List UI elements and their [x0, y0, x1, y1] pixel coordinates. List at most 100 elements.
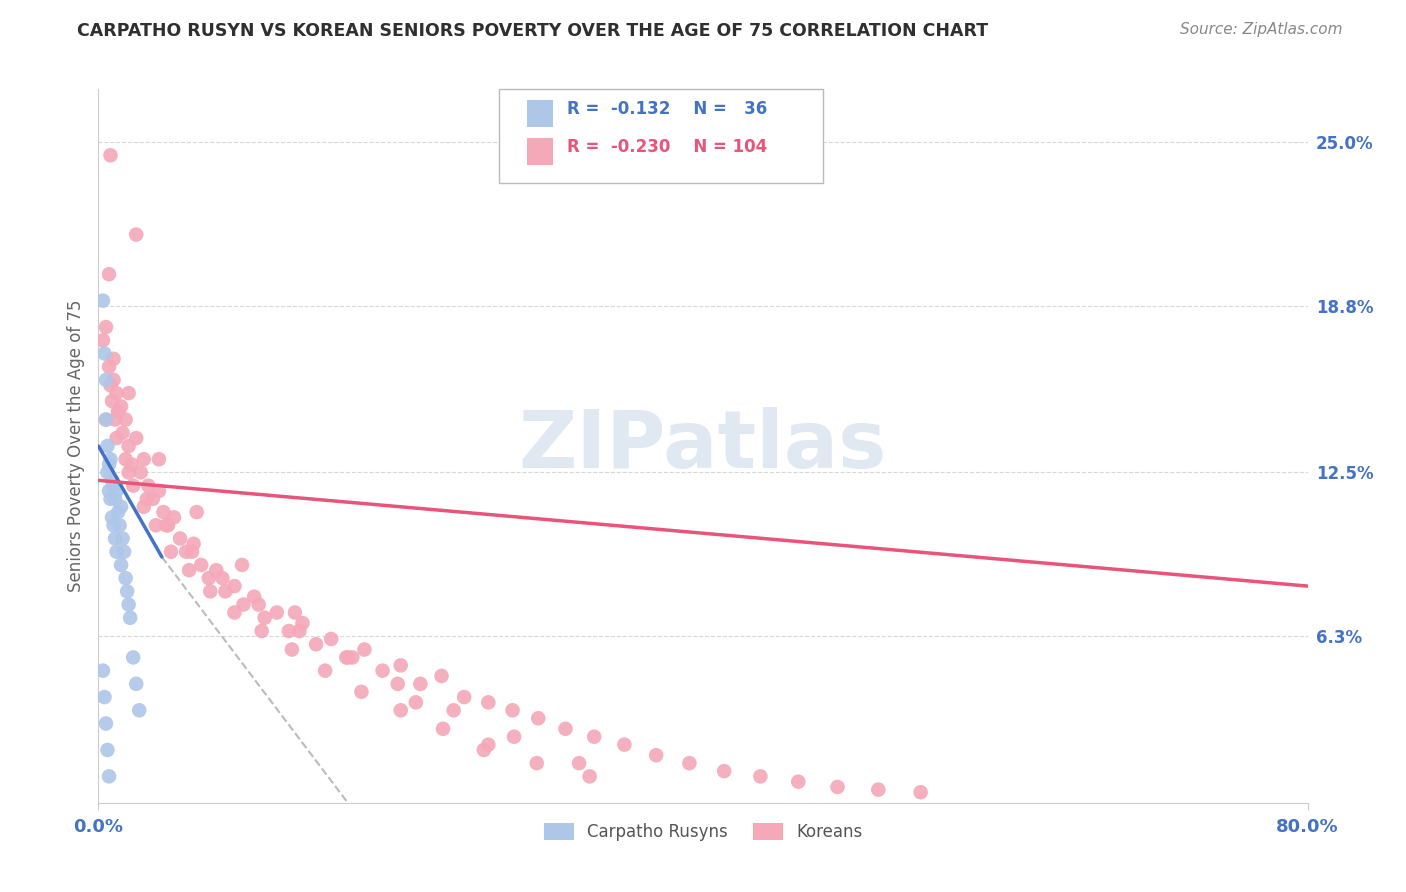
Point	[409, 677, 432, 691]
Point	[477, 695, 499, 709]
Point	[104, 491, 127, 506]
Point	[432, 722, 454, 736]
Point	[118, 598, 141, 612]
Point	[107, 404, 129, 418]
Point	[502, 703, 524, 717]
Point	[190, 558, 212, 572]
Point	[335, 650, 357, 665]
Point	[179, 563, 201, 577]
Point	[477, 738, 499, 752]
Point	[247, 598, 270, 612]
Point	[156, 518, 179, 533]
Point	[253, 611, 276, 625]
Point	[321, 632, 343, 646]
Point	[224, 606, 246, 620]
Point	[98, 267, 121, 281]
Point	[472, 743, 495, 757]
Point	[868, 782, 890, 797]
Point	[125, 431, 148, 445]
Point	[314, 664, 336, 678]
Point	[104, 532, 127, 546]
Point	[678, 756, 700, 771]
Point	[183, 537, 205, 551]
Point	[98, 483, 121, 498]
Point	[103, 351, 125, 366]
Point	[291, 616, 314, 631]
Point	[266, 606, 288, 620]
Point	[181, 545, 204, 559]
Point	[243, 590, 266, 604]
Point	[94, 412, 117, 426]
Point	[114, 412, 136, 426]
Text: ZIPatlas: ZIPatlas	[519, 407, 887, 485]
Point	[174, 545, 197, 559]
Point	[107, 505, 129, 519]
Point	[281, 642, 304, 657]
Point	[197, 571, 219, 585]
Point	[100, 491, 122, 506]
Point	[583, 730, 606, 744]
Point	[98, 769, 121, 783]
Point	[145, 518, 167, 533]
Point	[101, 510, 124, 524]
Point	[613, 738, 636, 752]
Point	[125, 227, 148, 242]
Point	[163, 510, 186, 524]
Point	[91, 293, 114, 308]
Point	[224, 579, 246, 593]
Point	[91, 333, 114, 347]
Point	[122, 650, 145, 665]
Point	[142, 491, 165, 506]
Point	[169, 532, 191, 546]
Point	[288, 624, 311, 638]
Point	[152, 505, 174, 519]
Point	[749, 769, 772, 783]
Point	[108, 518, 131, 533]
Point	[305, 637, 328, 651]
Point	[250, 624, 273, 638]
Point	[371, 664, 394, 678]
Point	[200, 584, 222, 599]
Point	[100, 378, 122, 392]
Point	[94, 373, 117, 387]
Point	[104, 412, 127, 426]
Point	[107, 404, 129, 418]
Y-axis label: Seniors Poverty Over the Age of 75: Seniors Poverty Over the Age of 75	[66, 300, 84, 592]
Point	[110, 558, 132, 572]
Point	[98, 359, 121, 374]
Point	[105, 483, 128, 498]
Point	[105, 431, 128, 445]
Point	[387, 677, 409, 691]
Point	[787, 774, 810, 789]
Point	[160, 545, 183, 559]
Point	[405, 695, 427, 709]
Point	[105, 386, 128, 401]
Legend: Carpatho Rusyns, Koreans: Carpatho Rusyns, Koreans	[537, 816, 869, 848]
Point	[231, 558, 253, 572]
Point	[93, 690, 115, 704]
Point	[128, 703, 150, 717]
Point	[100, 452, 122, 467]
Point	[110, 500, 132, 514]
Point	[111, 532, 134, 546]
Point	[115, 584, 138, 599]
Point	[98, 458, 121, 472]
Point	[277, 624, 299, 638]
Point	[578, 769, 600, 783]
Point	[503, 730, 526, 744]
Point	[111, 425, 134, 440]
Point	[214, 584, 236, 599]
Point	[132, 500, 155, 514]
Point	[389, 658, 412, 673]
Point	[96, 466, 118, 480]
Point	[94, 412, 117, 426]
Point	[527, 711, 550, 725]
Point	[135, 491, 157, 506]
Point	[118, 439, 141, 453]
Point	[148, 452, 170, 467]
Point	[132, 452, 155, 467]
Point	[100, 148, 122, 162]
Point	[211, 571, 233, 585]
Point	[120, 611, 142, 625]
Point	[554, 722, 576, 736]
